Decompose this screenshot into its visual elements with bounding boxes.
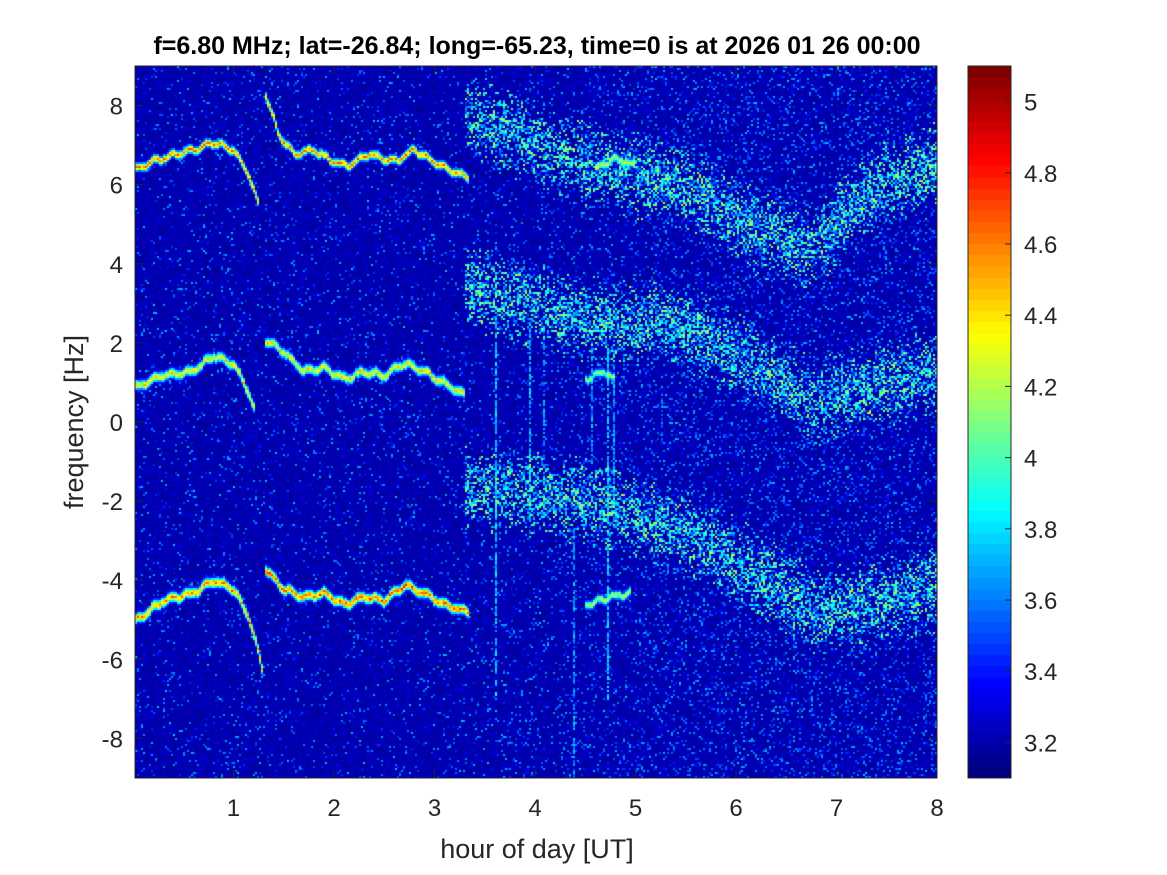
x-axis-ticks: 1 2 3 4 5 6 7 8 bbox=[227, 66, 944, 822]
y-axis-ticks: -8 -6 -4 -2 0 2 4 6 8 bbox=[102, 94, 937, 753]
x-axis-label: hour of day [UT] bbox=[440, 834, 634, 864]
colorbar-ticks: 3.2 3.4 3.6 3.8 4 4.2 4.4 4.6 4.8 5 bbox=[1005, 90, 1057, 757]
colorbar-tick-label: 4.8 bbox=[1024, 161, 1057, 188]
chart-title: f=6.80 MHz; lat=-26.84; long=-65.23, tim… bbox=[153, 32, 920, 60]
y-tick-label: 0 bbox=[110, 410, 123, 437]
x-tick-label: 6 bbox=[729, 795, 742, 822]
colorbar-tick-label: 4.2 bbox=[1024, 374, 1057, 401]
colorbar-tick-label: 4.4 bbox=[1024, 303, 1057, 330]
colorbar-tick-label: 4.6 bbox=[1024, 232, 1057, 259]
y-axis-label: frequency [Hz] bbox=[59, 335, 89, 509]
y-tick-label: -6 bbox=[102, 647, 123, 674]
x-tick-label: 2 bbox=[327, 795, 340, 822]
y-tick-label: -4 bbox=[102, 568, 123, 595]
colorbar: 3.2 3.4 3.6 3.8 4 4.2 4.4 4.6 4.8 5 bbox=[967, 65, 1057, 779]
colorbar-tick-label: 3.2 bbox=[1024, 730, 1057, 757]
colorbar-gradient bbox=[968, 66, 1011, 778]
x-tick-label: 4 bbox=[528, 795, 541, 822]
y-tick-label: 2 bbox=[110, 331, 123, 358]
x-tick-label: 7 bbox=[830, 795, 843, 822]
y-tick-label: 6 bbox=[110, 173, 123, 200]
x-tick-label: 1 bbox=[227, 795, 240, 822]
colorbar-tick-label: 3.4 bbox=[1024, 659, 1057, 686]
x-tick-label: 8 bbox=[930, 795, 943, 822]
y-tick-label: 4 bbox=[110, 252, 123, 279]
y-tick-label: -8 bbox=[102, 726, 123, 753]
y-tick-label: 8 bbox=[110, 94, 123, 121]
spectrogram-plot-area bbox=[134, 65, 938, 779]
y-tick-label: -2 bbox=[102, 489, 123, 516]
colorbar-tick-label: 4 bbox=[1024, 446, 1037, 473]
spectrogram-heatmap bbox=[135, 66, 937, 778]
colorbar-tick-label: 3.8 bbox=[1024, 517, 1057, 544]
colorbar-tick-label: 3.6 bbox=[1024, 588, 1057, 615]
x-tick-label: 5 bbox=[629, 795, 642, 822]
colorbar-tick-label: 5 bbox=[1024, 90, 1037, 117]
x-tick-label: 3 bbox=[428, 795, 441, 822]
